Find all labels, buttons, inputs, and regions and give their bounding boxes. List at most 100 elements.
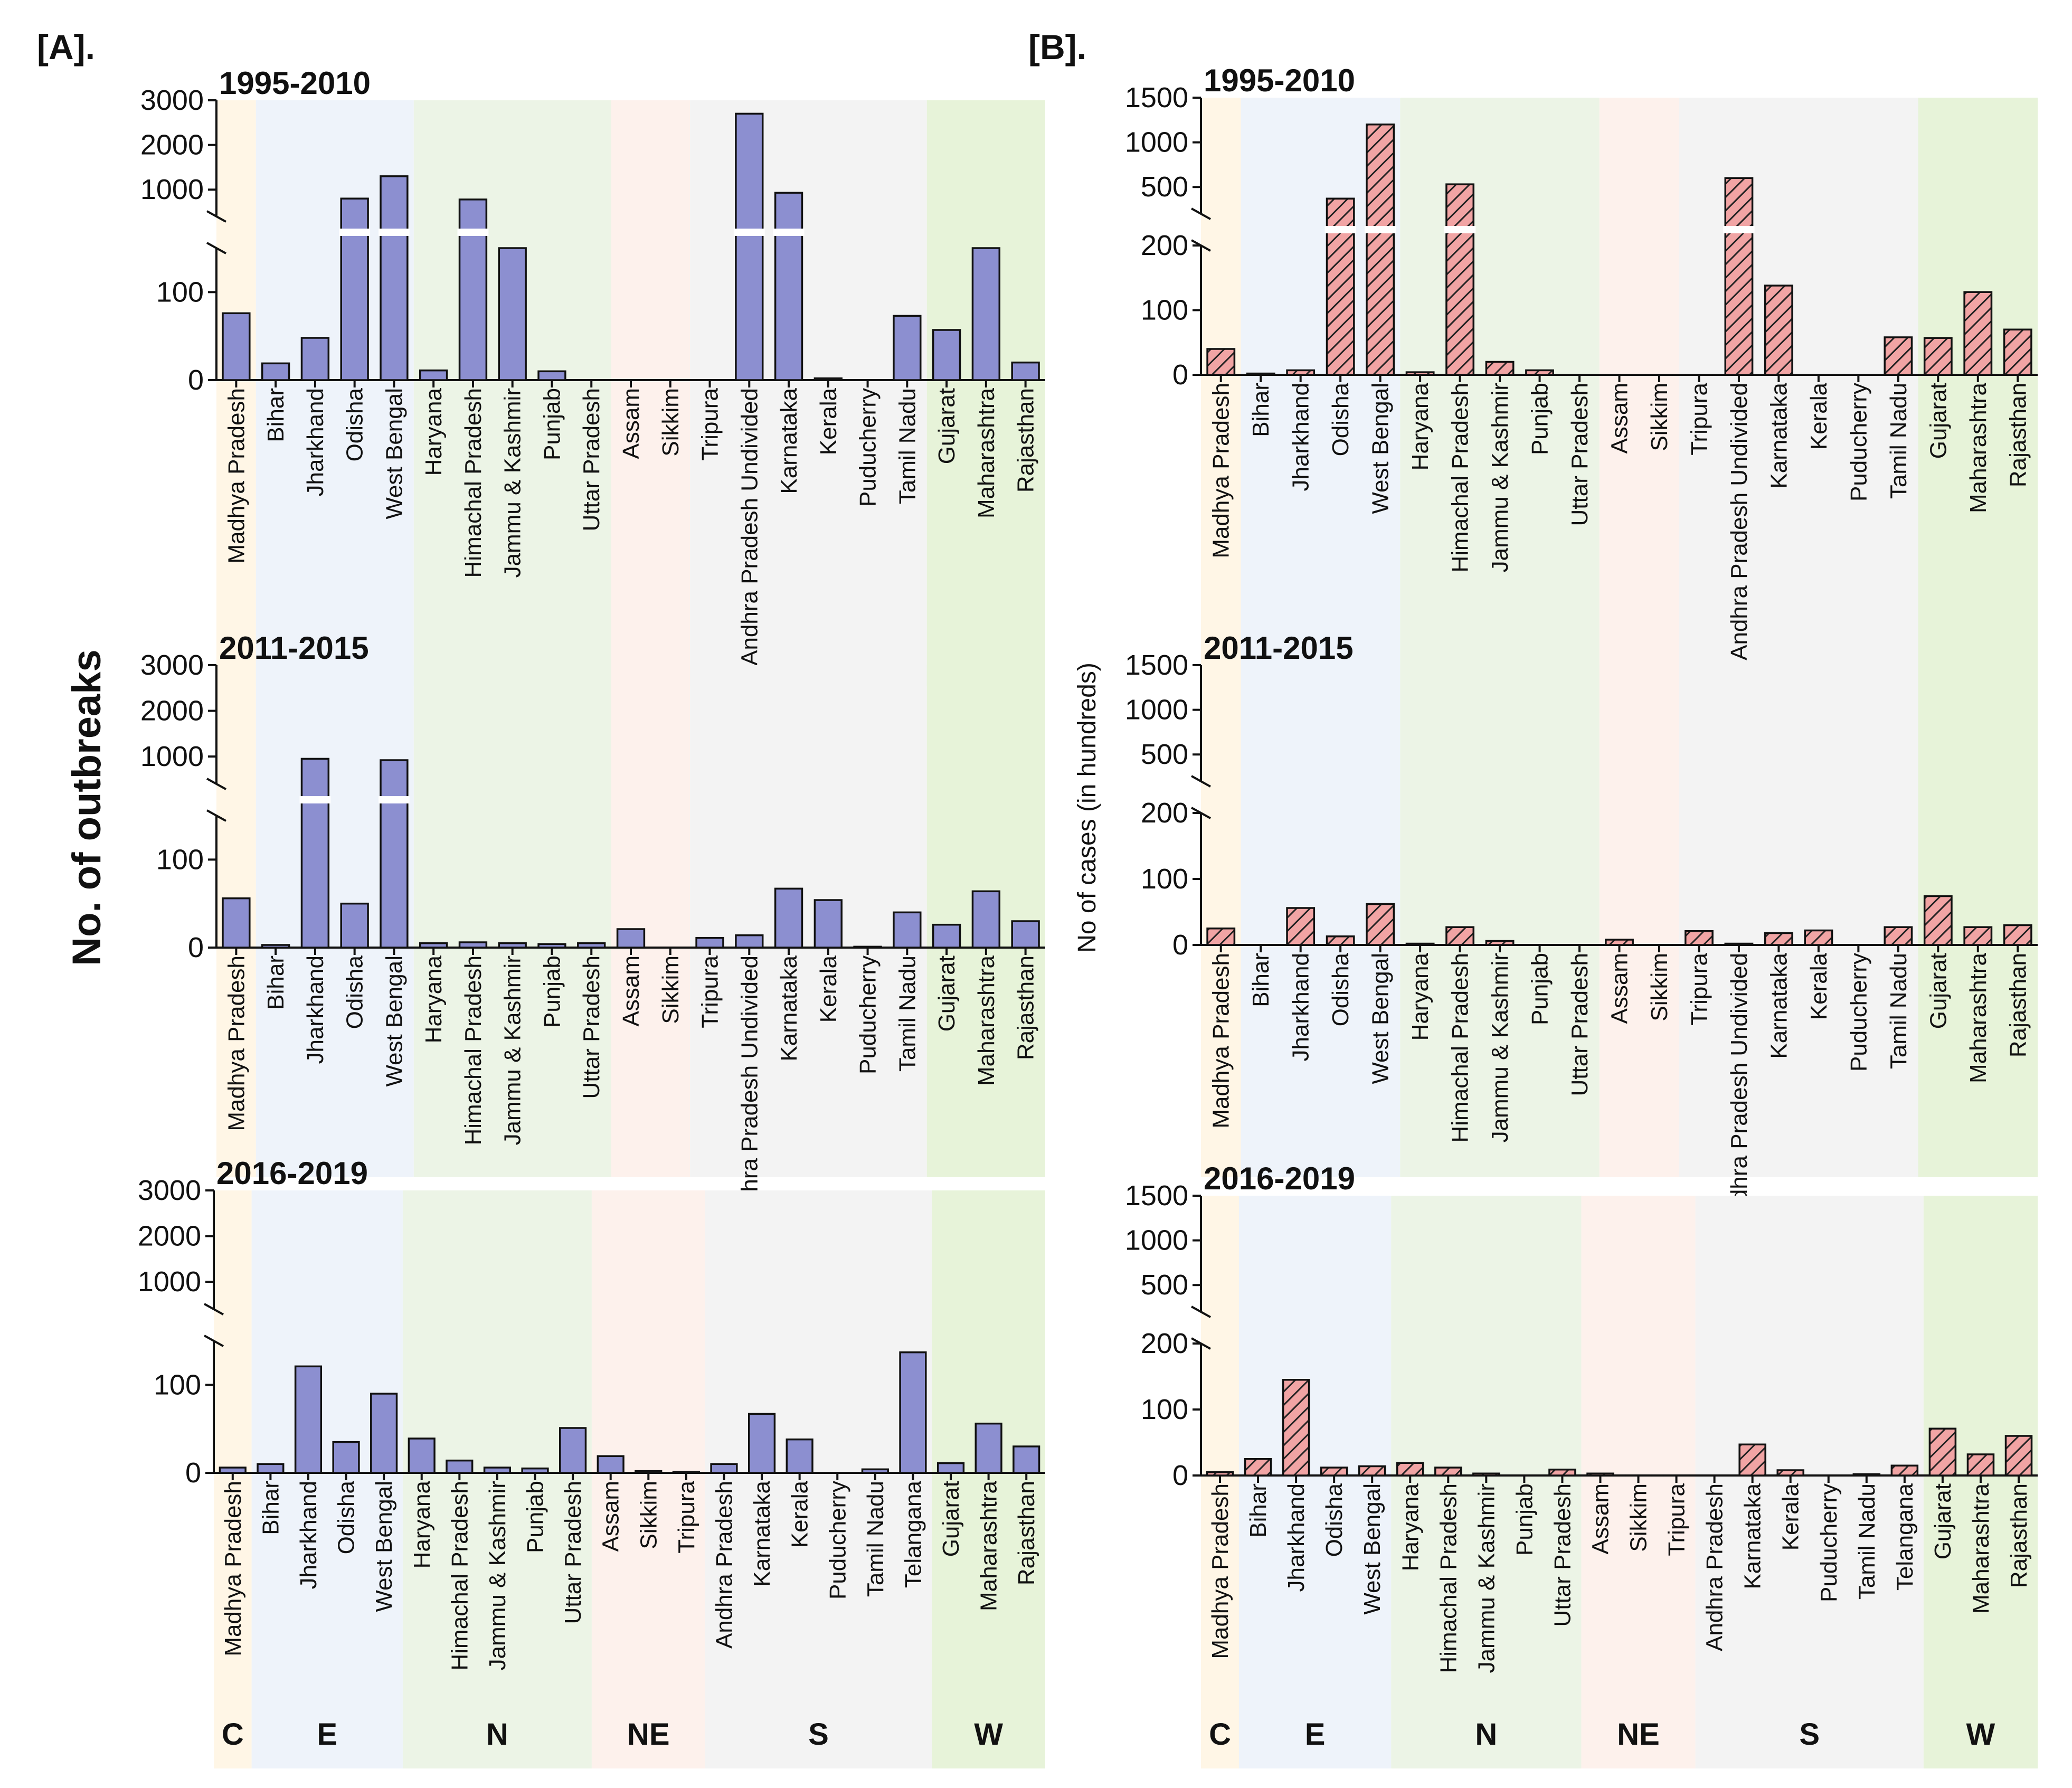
x-tick-label: Tamil Nadu bbox=[1886, 953, 1912, 1069]
bar-a1-8 bbox=[537, 370, 566, 381]
y-tick-label: 1000 bbox=[1125, 1225, 1188, 1256]
x-tick-label: Andhra Pradesh Undivided bbox=[1726, 383, 1752, 660]
x-tick-label: Madhya Pradesh bbox=[223, 956, 249, 1131]
x-tick-label: Gujarat bbox=[1925, 953, 1951, 1029]
x-tick-label: Punjab bbox=[539, 388, 565, 460]
region-band-s bbox=[690, 665, 927, 1177]
x-tick-label: Tamil Nadu bbox=[1854, 1483, 1880, 1600]
y-tick-label: 0 bbox=[185, 1457, 201, 1489]
x-tick-label: Jammu & Kashmir bbox=[1487, 953, 1513, 1142]
y-axis-label-a: No. of outbreaks bbox=[64, 649, 109, 966]
x-tick-label: Tripura bbox=[697, 955, 723, 1028]
bar-a3-15 bbox=[786, 1438, 813, 1474]
bar-b3-19 bbox=[1928, 1427, 1957, 1477]
x-tick-label: Karnataka bbox=[776, 955, 802, 1061]
bar-b3-21 bbox=[2004, 1435, 2033, 1477]
x-tick-label: Puducherry bbox=[1846, 383, 1871, 502]
x-tick-label: Jharkhand bbox=[1288, 953, 1314, 1061]
region-label-ne: NE bbox=[1617, 1717, 1660, 1752]
x-tick-label: Haryana bbox=[1407, 382, 1433, 470]
region-band-s bbox=[1679, 665, 1918, 1177]
panel-title: 2016-2019 bbox=[1204, 1161, 1355, 1196]
bar-a1-17 bbox=[893, 315, 922, 381]
bar-a2-1 bbox=[261, 944, 290, 949]
x-tick-label: Karnataka bbox=[1766, 952, 1792, 1058]
bar-b3-14 bbox=[1738, 1443, 1766, 1477]
x-tick-label: Sikkim bbox=[636, 1481, 661, 1549]
x-tick-label: Madhya Pradesh bbox=[220, 1481, 246, 1657]
y-tick-label: 100 bbox=[154, 1369, 201, 1401]
bar-a1-6 bbox=[458, 198, 488, 381]
bar-b3-4 bbox=[1358, 1465, 1386, 1477]
region-label-n: N bbox=[486, 1717, 508, 1752]
bar-b2-13 bbox=[1724, 942, 1754, 946]
x-tick-label: West Bengal bbox=[371, 1481, 397, 1612]
x-tick-label: Kerala bbox=[816, 387, 841, 455]
region-band-e bbox=[251, 1190, 403, 1768]
bar-a1-4 bbox=[380, 175, 409, 381]
y-tick-label: 3000 bbox=[140, 649, 204, 681]
x-tick-label: Kerala bbox=[787, 1480, 813, 1548]
y-tick-label: 200 bbox=[1141, 797, 1188, 829]
bar-a3-9 bbox=[559, 1427, 587, 1474]
bar-b1-1 bbox=[1246, 372, 1275, 376]
x-tick-label: Himachal Pradesh bbox=[460, 956, 486, 1146]
bar-b1-18 bbox=[1923, 337, 1953, 376]
x-tick-label: Karnataka bbox=[1766, 382, 1792, 488]
axis-break-mark bbox=[206, 809, 226, 822]
bar-a1-13 bbox=[735, 112, 764, 381]
x-tick-label: Telangana bbox=[900, 1480, 926, 1588]
x-tick-label: Uttar Pradesh bbox=[1549, 1483, 1575, 1626]
y-tick-label: 100 bbox=[1141, 1394, 1188, 1425]
y-tick-label: 0 bbox=[188, 932, 204, 963]
bar-b2-4 bbox=[1366, 903, 1395, 946]
y-tick-label: 200 bbox=[1141, 230, 1188, 261]
y-tick-label: 100 bbox=[156, 276, 204, 308]
x-tick-label: Maharashtra bbox=[976, 1480, 1002, 1611]
bar-b1-8 bbox=[1525, 369, 1554, 376]
x-tick-label: Madhya Pradesh bbox=[223, 388, 249, 564]
bar-b1-14 bbox=[1764, 285, 1793, 376]
x-tick-label: Karnataka bbox=[1740, 1483, 1766, 1589]
x-tick-label: Andhra Pradesh Undivided bbox=[1726, 953, 1752, 1231]
y-tick-label: 0 bbox=[1172, 1460, 1188, 1491]
bar-b2-3 bbox=[1326, 935, 1355, 946]
bar-b2-15 bbox=[1804, 929, 1833, 946]
x-tick-label: Assam bbox=[618, 956, 644, 1026]
bar-a2-5 bbox=[419, 942, 448, 949]
x-tick-label: Tamil Nadu bbox=[894, 956, 920, 1072]
x-tick-label: Maharashtra bbox=[1965, 952, 1991, 1083]
region-band-n bbox=[413, 665, 611, 1177]
bar-b2-2 bbox=[1286, 907, 1316, 946]
bar-b2-17 bbox=[1884, 926, 1913, 946]
x-tick-label: Andhra Pradesh bbox=[1702, 1483, 1728, 1651]
panel-title: 2011-2015 bbox=[219, 630, 369, 666]
x-tick-label: Gujarat bbox=[934, 388, 960, 464]
bar-a3-13 bbox=[710, 1463, 738, 1474]
bar-a1-2 bbox=[300, 337, 330, 381]
x-tick-label: Rajasthan bbox=[2005, 383, 2031, 487]
bar-a3-14 bbox=[748, 1413, 776, 1474]
bar-b3-18 bbox=[1890, 1464, 1919, 1477]
bar-a2-14 bbox=[774, 887, 803, 949]
bar-b2-10 bbox=[1605, 939, 1634, 946]
region-band-s bbox=[1695, 1196, 1924, 1768]
y-tick-label: 3000 bbox=[140, 84, 204, 116]
x-tick-label: Madhya Pradesh bbox=[1207, 1483, 1233, 1659]
x-tick-label: Odisha bbox=[1328, 382, 1354, 456]
region-band-c bbox=[1201, 98, 1241, 713]
y-tick-label: 2000 bbox=[140, 129, 204, 161]
region-band-s bbox=[690, 100, 927, 686]
x-tick-label: Jammu & Kashmir bbox=[500, 388, 526, 578]
x-tick-label: Odisha bbox=[1328, 952, 1354, 1026]
x-tick-label: West Bengal bbox=[381, 956, 407, 1087]
region-band-c bbox=[216, 100, 256, 686]
region-band-ne bbox=[611, 100, 690, 686]
x-tick-label: Jammu & Kashmir bbox=[500, 956, 526, 1145]
x-tick-label: Uttar Pradesh bbox=[560, 1481, 586, 1624]
x-tick-label: Kerala bbox=[1778, 1483, 1804, 1550]
y-tick-label: 1500 bbox=[1125, 1180, 1188, 1212]
bar-b3-10 bbox=[1586, 1472, 1614, 1477]
axis-break-mark bbox=[1191, 775, 1211, 788]
